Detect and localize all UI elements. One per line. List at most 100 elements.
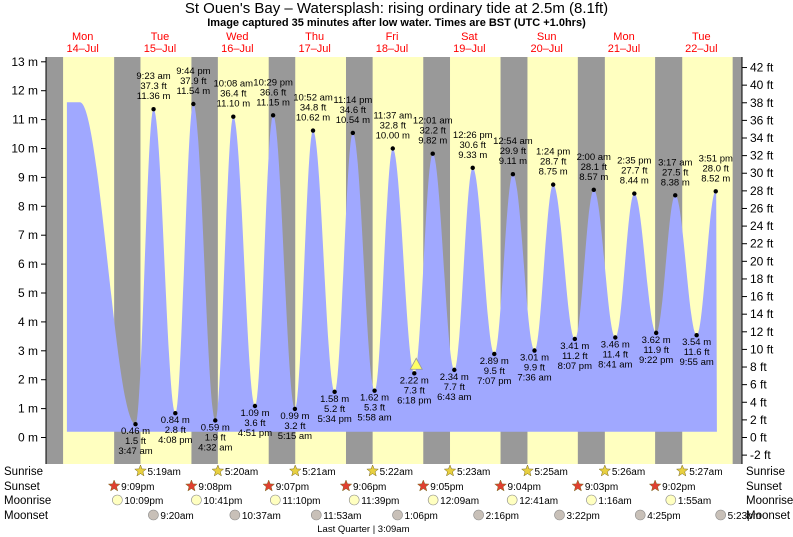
moon-phase-label: Last Quarter | 3:09am — [317, 524, 409, 535]
chart-title: St Ouen's Bay – Watersplash: rising ordi… — [184, 0, 609, 17]
tide-label-m: 3.62 m — [642, 335, 671, 346]
tide-extreme-point — [694, 332, 699, 338]
right-tick-label: 16 ft — [750, 290, 774, 304]
tide-label-m: 2.89 m — [480, 356, 509, 367]
moonrise-icon — [112, 494, 123, 506]
moonset-icon — [229, 509, 241, 521]
night-band — [732, 57, 742, 464]
tide-label-m: 0.46 m — [121, 426, 150, 437]
right-tick-label: 42 ft — [750, 61, 774, 75]
tide-label-ft: 29.9 ft — [500, 146, 527, 157]
sunrise-icon — [211, 464, 225, 477]
left-tick-label: 5 m — [18, 286, 38, 300]
tide-label-m: 0.59 m — [201, 422, 230, 433]
tide-label-ft: 30.6 ft — [460, 140, 487, 151]
tide-extreme-point — [492, 351, 497, 357]
right-tick-label: 4 ft — [750, 395, 767, 409]
moonrise-time: 1:16am — [598, 496, 631, 507]
moonrise-time: 12:09am — [440, 496, 479, 507]
right-tick-label: 6 ft — [750, 378, 767, 392]
right-tick-label: 34 ft — [750, 131, 774, 145]
moonrise-time: 11:10pm — [282, 496, 320, 507]
sunset-icon — [185, 479, 198, 492]
right-tick-label: 26 ft — [750, 201, 774, 215]
tide-label-ft: 36.6 ft — [260, 87, 287, 98]
sunset-icon — [262, 479, 276, 492]
tide-label-m: 8.44 m — [620, 176, 649, 187]
tide-label-time: 2:35 pm — [617, 156, 651, 167]
tide-label-m: 10.00 m — [376, 131, 410, 142]
tide-label-ft: 37.3 ft — [140, 81, 167, 92]
right-tick-label: 8 ft — [750, 360, 767, 374]
left-tick-label: 3 m — [18, 344, 38, 358]
day-name-label: Wed — [226, 31, 248, 43]
tide-label-time: 8:41 am — [598, 360, 632, 371]
right-tick-label: 32 ft — [750, 149, 774, 163]
sunset-time: 9:03pm — [585, 482, 618, 493]
day-name-label: Mon — [72, 31, 93, 43]
tide-label-time: 11:37 am — [373, 111, 412, 122]
tide-label-m: 8.75 m — [539, 167, 568, 178]
day-date-label: 20–Jul — [530, 43, 562, 55]
right-tick-label: 2 ft — [750, 413, 767, 427]
tide-label-m: 3.01 m — [520, 353, 549, 364]
left-tick-label: 10 m — [11, 142, 38, 156]
sunset-time: 9:09pm — [121, 482, 154, 493]
tide-label-ft: 28.1 ft — [581, 162, 608, 173]
sunset-icon — [571, 479, 585, 492]
tide-label-time: 7:36 am — [517, 373, 551, 384]
tide-label-m: 9.11 m — [499, 156, 527, 167]
day-name-label: Sat — [461, 31, 478, 43]
row-label-moonrise: Moonrise — [4, 495, 51, 507]
tide-label-time: 9:23 am — [136, 71, 170, 82]
tide-label-m: 11.15 m — [256, 97, 290, 108]
sunrise-time: 5:19am — [147, 467, 180, 478]
sunset-time: 9:05pm — [430, 482, 463, 493]
right-tick-label: 40 ft — [750, 78, 774, 92]
row-label-sunrise: Sunrise — [4, 466, 43, 478]
tide-extreme-point — [673, 193, 678, 198]
sunset-icon — [416, 479, 430, 492]
moonrise-time: 10:09pm — [124, 496, 163, 507]
tide-label-ft: 36.4 ft — [220, 89, 247, 100]
sunrise-time: 5:21am — [302, 467, 335, 478]
left-tick-label: 6 m — [18, 257, 38, 271]
sunrise-icon — [521, 464, 534, 477]
tide-label-time: 1:24 pm — [536, 147, 570, 158]
night-band — [46, 57, 64, 464]
tide-label-time: 6:18 pm — [397, 395, 431, 406]
tide-label-ft: 9.9 ft — [524, 363, 545, 374]
left-tick-label: 4 m — [18, 315, 38, 329]
sunrise-icon — [598, 464, 612, 477]
sunrise-time: 5:26am — [612, 467, 645, 478]
tide-label-time: 4:08 pm — [158, 435, 192, 446]
right-tick-label: 12 ft — [750, 325, 774, 339]
tide-extreme-point — [390, 146, 395, 151]
tide-label-time: 4:32 am — [198, 442, 232, 453]
tide-extreme-point — [613, 335, 618, 340]
left-tick-label: 1 m — [18, 402, 38, 416]
tide-label-ft: 7.7 ft — [444, 382, 465, 393]
tide-label-time: 9:55 am — [679, 357, 713, 368]
tide-extreme-point — [350, 130, 356, 136]
sunset-icon — [494, 479, 507, 492]
right-tick-label: 36 ft — [750, 113, 774, 127]
tide-extreme-point — [591, 187, 596, 193]
tide-label-m: 9.33 m — [458, 150, 487, 161]
tide-label-time: 10:08 am — [213, 79, 253, 90]
tide-label-m: 1.62 m — [360, 393, 389, 404]
day-name-label: Tue — [151, 31, 170, 43]
tide-label-time: 11:14 pm — [333, 95, 372, 106]
day-date-label: 15–Jul — [144, 43, 176, 55]
moonrise-icon — [348, 494, 360, 506]
tide-extreme-point — [372, 388, 377, 393]
tide-label-m: 11.54 m — [177, 86, 211, 97]
tide-label-time: 2:00 am — [577, 152, 611, 163]
tide-extreme-point — [713, 189, 718, 194]
left-tick-label: 9 m — [18, 170, 38, 184]
tide-label-time: 9:22 pm — [639, 355, 673, 366]
day-date-label: 21–Jul — [608, 43, 640, 55]
tide-label-m: 10.62 m — [296, 113, 330, 124]
tide-label-m: 8.38 m — [661, 177, 690, 188]
tide-label-m: 0.84 m — [161, 415, 190, 426]
